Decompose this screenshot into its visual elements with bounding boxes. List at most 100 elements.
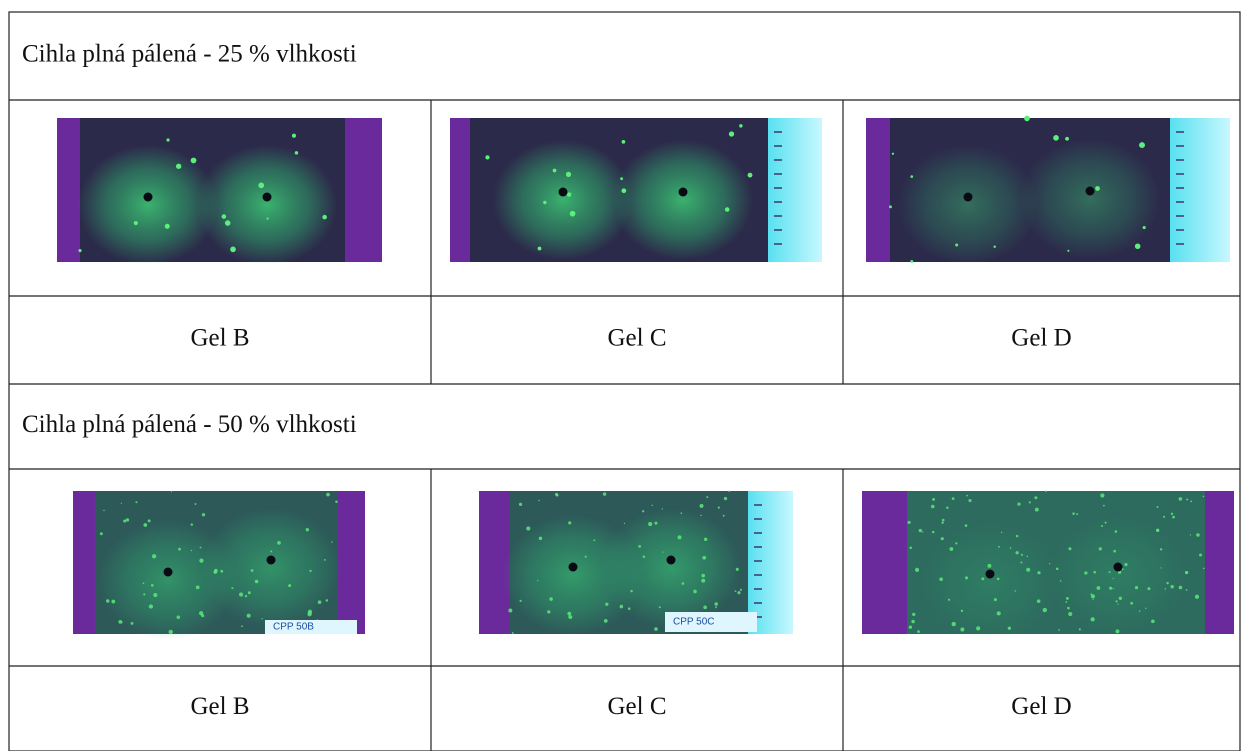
speck xyxy=(620,177,623,180)
speck xyxy=(605,603,608,606)
speck xyxy=(932,498,935,501)
speck xyxy=(1157,506,1159,508)
drill-hole xyxy=(263,193,272,202)
speck xyxy=(702,556,706,560)
speck xyxy=(952,497,955,500)
speck xyxy=(539,537,542,540)
speck xyxy=(993,246,995,248)
speck xyxy=(309,570,311,572)
speck xyxy=(1139,142,1145,148)
speck xyxy=(604,619,608,623)
speck xyxy=(555,493,558,496)
speck xyxy=(292,134,296,138)
speck xyxy=(701,574,705,578)
speck xyxy=(701,579,705,583)
speck xyxy=(680,512,682,514)
speck xyxy=(126,518,129,521)
speck xyxy=(1109,587,1112,590)
speck xyxy=(201,614,204,617)
fluorescent-area xyxy=(613,140,753,260)
speck xyxy=(643,556,645,558)
speck xyxy=(241,625,243,627)
speck xyxy=(662,551,663,552)
speck xyxy=(997,578,1000,581)
speck xyxy=(553,169,557,173)
speck xyxy=(932,531,934,533)
speck xyxy=(939,577,943,581)
speck xyxy=(1116,600,1118,602)
speck xyxy=(1037,571,1040,574)
speck xyxy=(178,548,181,551)
speck xyxy=(148,519,151,522)
speck xyxy=(567,612,571,616)
speck xyxy=(648,522,652,526)
speck xyxy=(703,605,707,609)
speck xyxy=(1034,496,1037,499)
speck xyxy=(176,164,181,169)
speck xyxy=(704,538,707,541)
speck xyxy=(220,570,223,573)
speck xyxy=(909,626,912,629)
speck xyxy=(543,201,546,204)
speck xyxy=(326,493,330,497)
ruler xyxy=(768,118,822,262)
speck xyxy=(1090,593,1092,595)
speck xyxy=(230,247,236,253)
speck xyxy=(121,503,122,504)
speck xyxy=(1015,551,1018,554)
photo xyxy=(57,118,382,265)
speck xyxy=(1026,568,1030,572)
speck xyxy=(1043,608,1047,612)
speck xyxy=(568,615,572,619)
drill-hole xyxy=(267,556,276,565)
speck xyxy=(723,515,725,517)
speck xyxy=(952,622,956,626)
speck xyxy=(1060,580,1062,582)
speck xyxy=(1099,547,1102,550)
speck xyxy=(1199,554,1202,557)
speck xyxy=(1035,508,1039,512)
speck xyxy=(199,559,203,563)
speck xyxy=(908,521,911,524)
speck xyxy=(718,506,720,508)
speck xyxy=(1179,497,1183,501)
speck xyxy=(1101,525,1103,527)
speck xyxy=(1135,586,1138,589)
speck xyxy=(485,155,489,159)
speck xyxy=(911,620,915,624)
drill-hole xyxy=(1114,563,1123,572)
speck xyxy=(659,606,661,608)
drill-hole xyxy=(679,188,688,197)
speck xyxy=(1092,598,1093,599)
speck xyxy=(1095,186,1100,191)
speck xyxy=(1151,619,1155,623)
speck xyxy=(308,610,312,614)
speck xyxy=(106,599,109,602)
speck xyxy=(728,490,730,492)
speck xyxy=(706,496,708,498)
speck xyxy=(251,569,254,572)
speck xyxy=(941,522,943,524)
speck xyxy=(1067,607,1070,610)
drill-hole xyxy=(1086,187,1095,196)
fluorescent-area xyxy=(493,140,633,260)
speck xyxy=(165,224,170,229)
speck xyxy=(177,615,180,618)
section-title: Cihla plná pálená - 50 % vlhkosti xyxy=(22,411,357,438)
drill-hole xyxy=(964,193,973,202)
photo: CPP 50C xyxy=(479,490,793,635)
speck xyxy=(123,519,126,522)
speck xyxy=(1185,571,1188,574)
speck xyxy=(1021,554,1023,556)
speck xyxy=(1037,599,1041,603)
speck xyxy=(1079,628,1081,630)
speck xyxy=(1056,567,1059,570)
speck xyxy=(537,580,538,581)
drill-hole xyxy=(164,568,173,577)
speck xyxy=(261,618,262,619)
photo-caption: Gel B xyxy=(190,325,249,352)
speck xyxy=(942,519,945,522)
speck xyxy=(736,568,739,571)
speck xyxy=(191,158,197,164)
speck xyxy=(1113,588,1114,589)
